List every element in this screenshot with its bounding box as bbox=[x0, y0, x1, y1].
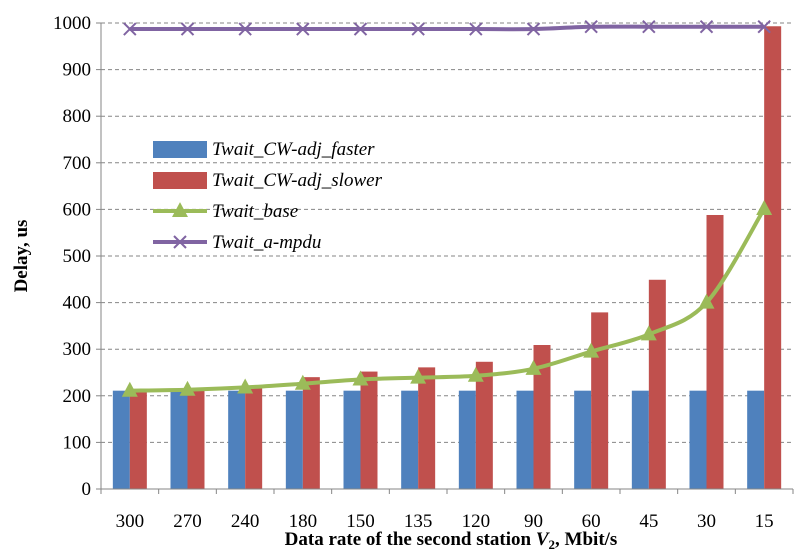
x-tick-label: 45 bbox=[639, 511, 658, 532]
marker-triangle bbox=[352, 370, 369, 386]
marker-x bbox=[699, 20, 714, 34]
legend-swatch bbox=[153, 141, 207, 158]
marker-x bbox=[180, 22, 195, 36]
bar-Twait_CW-adj_faster bbox=[458, 390, 476, 489]
bar-Twait_CW-adj_slower bbox=[302, 377, 320, 489]
x-tick-label: 15 bbox=[755, 511, 774, 532]
bar-Twait_CW-adj_faster bbox=[401, 390, 419, 489]
marker-x bbox=[353, 22, 368, 36]
x-tick-label: 30 bbox=[697, 511, 716, 532]
y-axis-title: Delay, us bbox=[11, 220, 32, 293]
marker-x bbox=[123, 22, 137, 36]
bar-Twait_CW-adj_faster bbox=[689, 390, 707, 489]
marker-x bbox=[584, 20, 598, 34]
x-tick-label: 240 bbox=[231, 511, 260, 532]
bar-Twait_CW-adj_faster bbox=[228, 390, 246, 489]
marker-triangle bbox=[525, 359, 542, 375]
grid-lines bbox=[101, 22, 793, 443]
bar-Twait_CW-adj_slower bbox=[360, 371, 378, 489]
x-tick-label: 300 bbox=[116, 511, 145, 532]
x-tick-labels: 300 270 240 180 150 135 120 90 60 45 30 15 bbox=[116, 511, 774, 532]
y-tick-label: 600 bbox=[63, 199, 92, 220]
bar-Twait_CW-adj_slower bbox=[648, 279, 666, 489]
bar-Twait_CW-adj_faster bbox=[285, 390, 303, 489]
x-axis-title-var: V bbox=[536, 529, 550, 549]
bar-Twait_CW-adj_slower bbox=[475, 361, 493, 489]
legend-item: Twait_CW-adj_slower bbox=[153, 170, 383, 191]
bar-Twait_CW-adj_slower bbox=[533, 345, 551, 489]
y-tick-label: 1000 bbox=[53, 13, 91, 34]
bar-Twait_CW-adj_faster bbox=[574, 390, 592, 489]
marker-triangle bbox=[121, 381, 138, 397]
legend-label: Twait_CW-adj_slower bbox=[212, 170, 383, 191]
y-tick-label: 300 bbox=[63, 339, 92, 360]
marker-triangle bbox=[179, 380, 196, 396]
legend-swatch bbox=[153, 172, 207, 189]
bar-Twait_CW-adj_slower bbox=[764, 26, 782, 490]
marker-triangle bbox=[698, 293, 715, 309]
bar-Twait_CW-adj_faster bbox=[112, 390, 130, 489]
bar-Twait_CW-adj_slower bbox=[245, 387, 263, 489]
marker-triangle bbox=[294, 374, 311, 390]
x-tick-label: 90 bbox=[524, 511, 543, 532]
bar-Twait_CW-adj_faster bbox=[747, 390, 765, 489]
marker-x bbox=[526, 22, 541, 36]
x-tick-label: 180 bbox=[289, 511, 318, 532]
bar-Twait_CW-adj_slower bbox=[706, 214, 724, 489]
bar-Twait_CW-adj_faster bbox=[343, 390, 361, 489]
x-tick-label: 60 bbox=[582, 511, 601, 532]
legend-item: Twait_base bbox=[153, 201, 298, 222]
marker-triangle bbox=[237, 378, 254, 394]
marker-triangle bbox=[410, 368, 427, 384]
x-axis-title: Data rate of the second station V2, Mbit… bbox=[285, 529, 618, 549]
marker-x bbox=[296, 22, 310, 36]
bar-Twait_CW-adj_slower bbox=[418, 367, 436, 489]
marker-triangle bbox=[583, 342, 600, 358]
y-tick-label: 100 bbox=[63, 432, 92, 453]
bar-Twait_CW-adj_slower bbox=[591, 312, 609, 489]
bar-Twait_CW-adj_slower bbox=[187, 390, 205, 489]
legend-label: Twait_a-mpdu bbox=[212, 232, 321, 253]
marker-x bbox=[411, 22, 425, 36]
x-tick-label: 270 bbox=[173, 511, 202, 532]
bar-Twait_CW-adj_slower bbox=[129, 390, 147, 489]
legend-label: Twait_base bbox=[212, 201, 298, 222]
axes bbox=[96, 22, 794, 494]
series-lines bbox=[121, 20, 773, 397]
x-axis-title-main: Data rate of the second station bbox=[285, 529, 536, 549]
legend-label: Twait_CW-adj_faster bbox=[212, 139, 375, 160]
marker-x bbox=[238, 22, 252, 36]
y-tick-label: 700 bbox=[63, 153, 92, 174]
x-tick-label: 150 bbox=[346, 511, 375, 532]
marker-triangle bbox=[640, 325, 657, 341]
legend: Twait_CW-adj_faster Twait_CW-adj_slower Tw… bbox=[153, 139, 383, 253]
y-tick-label: 400 bbox=[63, 293, 92, 314]
y-tick-label: 900 bbox=[63, 60, 92, 81]
marker-x bbox=[757, 20, 771, 34]
x-axis-title-unit: , Mbit/s bbox=[555, 529, 617, 549]
y-tick-label: 800 bbox=[63, 106, 92, 127]
x-tick-label: 120 bbox=[462, 511, 491, 532]
legend-item: Twait_a-mpdu bbox=[153, 232, 321, 253]
bar-Twait_CW-adj_faster bbox=[516, 390, 534, 489]
legend-item: Twait_CW-adj_faster bbox=[153, 139, 375, 160]
marker-x bbox=[469, 22, 483, 36]
marker-triangle bbox=[172, 202, 188, 218]
y-tick-label: 500 bbox=[63, 246, 92, 267]
y-tick-labels: 0 100 200 300 400 500 600 700 800 900 1000 bbox=[53, 13, 91, 500]
marker-x bbox=[642, 20, 656, 34]
bar-Twait_CW-adj_faster bbox=[170, 390, 188, 489]
line-Twait_a-mpdu bbox=[129, 24, 765, 32]
bar-Twait_CW-adj_faster bbox=[631, 390, 649, 489]
marker-x bbox=[173, 235, 187, 249]
marker-triangle bbox=[467, 366, 484, 382]
y-tick-label: 0 bbox=[82, 479, 92, 500]
bars bbox=[112, 26, 782, 490]
marker-triangle bbox=[756, 200, 773, 215]
x-tick-label: 135 bbox=[404, 511, 433, 532]
x-axis-title-sub: 2 bbox=[549, 537, 556, 549]
y-tick-label: 200 bbox=[63, 386, 92, 407]
